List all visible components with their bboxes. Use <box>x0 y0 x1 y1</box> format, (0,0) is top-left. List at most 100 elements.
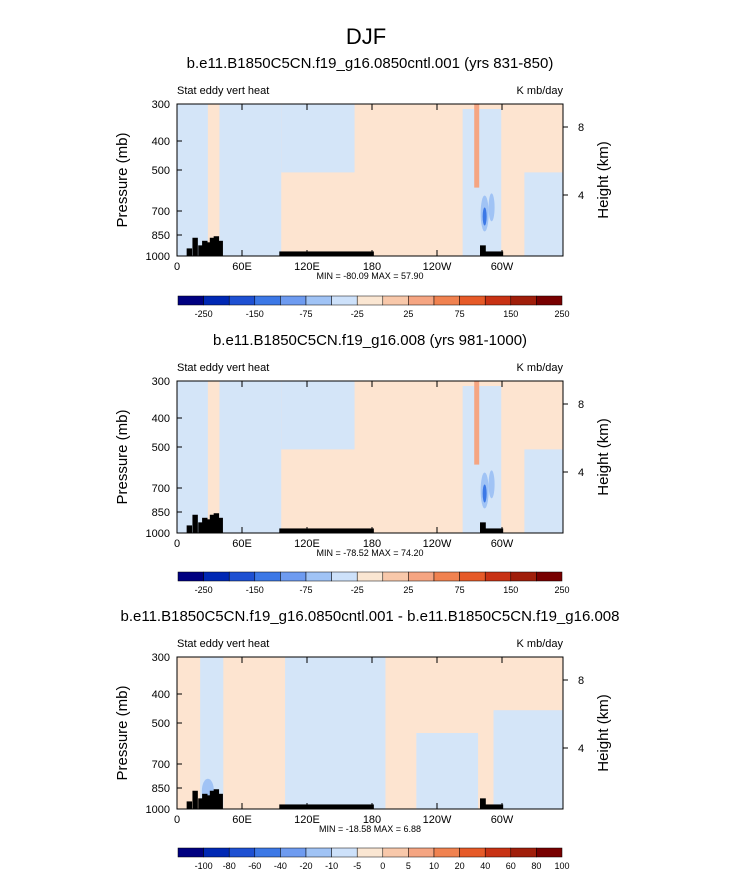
terrain-block <box>209 514 216 533</box>
terrain-block <box>279 804 374 809</box>
terrain-block <box>198 522 204 533</box>
positive-streak <box>474 381 480 465</box>
colorbar: -100 -80 -60 -40 -20 -10 -5 0 5 10 20 40 60 80 100 <box>177 847 570 871</box>
y-tick-label: 850 <box>152 507 170 519</box>
y-right-tick-label: 8 <box>578 399 584 411</box>
y-tick-label: 700 <box>152 483 170 495</box>
colorbar-box <box>484 295 512 306</box>
terrain-block <box>217 517 223 533</box>
y-right-axis-label: Height (km) <box>595 141 612 219</box>
colorbar-box <box>382 571 409 582</box>
colorbar-label: -25 <box>351 585 364 595</box>
x-tick-label: 60E <box>232 538 252 550</box>
colorbar-label: -25 <box>351 309 364 319</box>
colorbar-box <box>228 571 256 582</box>
x-tick-label: 120W <box>423 538 452 550</box>
colorbar: -250 -150 -75 -25 25 75 150 250 <box>177 295 570 319</box>
terrain-block <box>192 514 198 533</box>
negative-region <box>219 381 282 533</box>
min-max-text: MIN = -80.09 MAX = 57.90 <box>316 271 423 281</box>
colorbar-box <box>280 295 307 306</box>
terrain-block <box>202 240 208 256</box>
x-tick-label: 0 <box>174 261 180 273</box>
terrain-block <box>186 525 193 533</box>
terrain-block <box>202 517 208 533</box>
terrain-block <box>213 513 220 533</box>
y-right-axis-label: Height (km) <box>595 694 612 772</box>
negative-region <box>281 104 355 173</box>
terrain-block <box>205 519 212 533</box>
colorbar-label: -20 <box>299 861 312 871</box>
colorbar-label: -40 <box>274 861 287 871</box>
colorbar-label: -10 <box>325 861 338 871</box>
x-tick-label: 180 <box>363 538 381 550</box>
y-right-tick-label: 4 <box>578 743 584 755</box>
terrain-block <box>217 240 223 256</box>
colorbar-label: 40 <box>480 861 490 871</box>
x-tick-label: 60E <box>232 261 252 273</box>
negative-region <box>524 449 563 533</box>
colorbar-box <box>459 571 486 582</box>
units-label: K mb/day <box>517 362 564 374</box>
y-tick-label: 300 <box>152 99 170 111</box>
terrain-block <box>192 790 198 809</box>
terrain-block <box>217 793 223 809</box>
terrain-block <box>198 798 204 809</box>
terrain <box>186 513 504 533</box>
min-max-text: MIN = -18.58 MAX = 6.88 <box>319 824 421 834</box>
colorbar-box <box>510 847 537 858</box>
terrain-block <box>213 789 220 809</box>
terrain-block <box>186 801 193 809</box>
chart-panel-2: b.e11.B1850C5CN.f19_g16.008 (yrs 981-100… <box>114 332 612 595</box>
y-tick-label: 700 <box>152 759 170 771</box>
negative-core <box>488 470 495 499</box>
terrain-block <box>279 251 374 256</box>
x-tick-label: 120W <box>423 261 452 273</box>
y-tick-label: 1000 <box>146 528 170 540</box>
colorbar-box <box>177 847 204 858</box>
y-tick-label: 500 <box>152 165 170 177</box>
colorbar-box <box>305 571 332 582</box>
colorbar-label: -250 <box>195 585 213 595</box>
colorbar-label: 150 <box>503 309 518 319</box>
x-tick-label: 0 <box>174 814 180 826</box>
y-tick-label: 400 <box>152 689 170 701</box>
y-tick-label: 500 <box>152 442 170 454</box>
negative-region <box>462 109 502 256</box>
figure-title: DJF <box>346 24 386 49</box>
colorbar-box <box>510 571 537 582</box>
left-label: Stat eddy vert heat <box>177 638 269 650</box>
colorbar-label: 0 <box>380 861 385 871</box>
terrain-block <box>186 248 193 256</box>
terrain-block <box>205 242 212 256</box>
contour-field <box>177 381 563 533</box>
y-tick-label: 300 <box>152 652 170 664</box>
negative-region <box>462 386 502 533</box>
chart-panel-1: b.e11.B1850C5CN.f19_g16.0850cntl.001 (yr… <box>114 55 612 319</box>
left-label: Stat eddy vert heat <box>177 362 269 374</box>
colorbar-box <box>433 571 460 582</box>
colorbar-box <box>177 295 204 306</box>
panel-title: b.e11.B1850C5CN.f19_g16.008 (yrs 981-100… <box>213 332 527 349</box>
terrain-block <box>480 251 504 256</box>
colorbar-box <box>356 571 384 582</box>
x-tick-label: 180 <box>363 814 381 826</box>
colorbar: -250 -150 -75 -25 25 75 150 250 <box>177 571 570 595</box>
x-tick-label: 0 <box>174 538 180 550</box>
colorbar-label: 20 <box>455 861 465 871</box>
negative-region <box>493 710 563 809</box>
terrain-block <box>205 795 212 809</box>
terrain-block <box>209 790 216 809</box>
terrain <box>186 789 504 809</box>
colorbar-box <box>433 847 460 858</box>
y-axis-label: Pressure (mb) <box>114 409 131 504</box>
terrain-block <box>279 528 374 533</box>
plot-frame <box>176 656 564 810</box>
units-label: K mb/day <box>517 638 564 650</box>
colorbar-box <box>331 847 358 858</box>
terrain-block <box>480 522 486 533</box>
terrain-block <box>480 798 486 809</box>
colorbar-label: -80 <box>223 861 236 871</box>
colorbar-label: 250 <box>554 585 569 595</box>
